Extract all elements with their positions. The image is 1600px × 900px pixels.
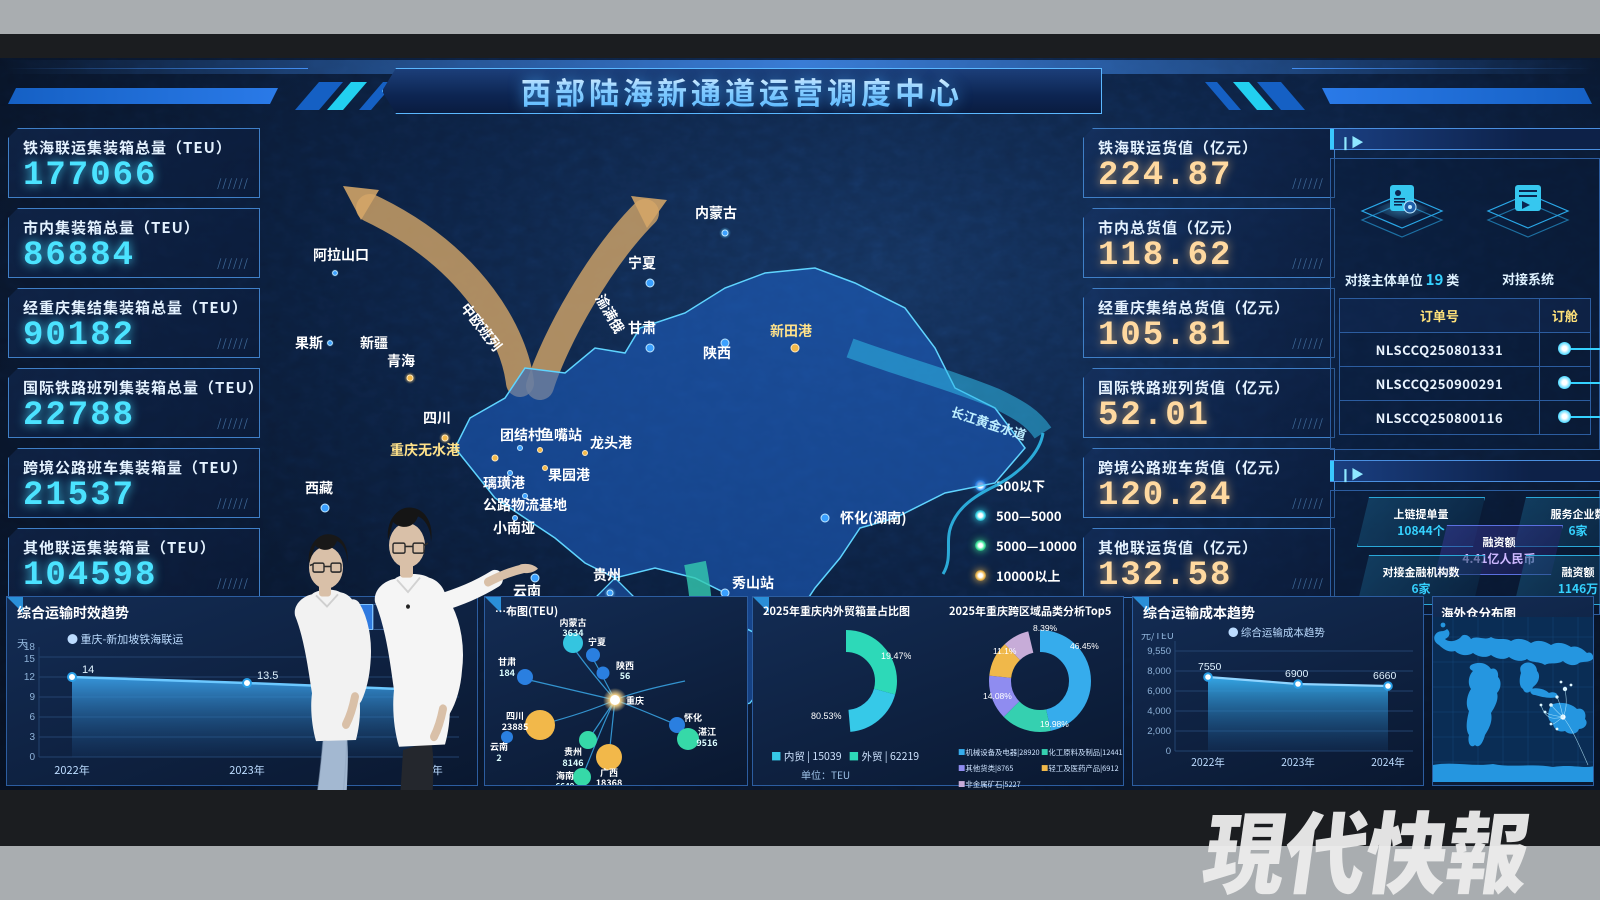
svg-text:14.08%: 14.08%: [983, 691, 1012, 701]
svg-text:2022年: 2022年: [54, 762, 89, 778]
svg-text:阿拉山口: 阿拉山口: [313, 245, 369, 265]
svg-text:怀化: 怀化: [684, 711, 702, 724]
svg-text:内蒙古: 内蒙古: [695, 203, 737, 223]
svg-text:2,000: 2,000: [1147, 726, 1171, 737]
svg-text:鱼嘴站: 鱼嘴站: [540, 425, 582, 445]
svg-text:元/TEU: 元/TEU: [1141, 633, 1174, 642]
svg-text:6660: 6660: [1373, 670, 1397, 682]
svg-text:秀山站: 秀山站: [732, 573, 774, 593]
svg-text:2023年: 2023年: [1281, 755, 1315, 770]
svg-text:0: 0: [1166, 746, 1171, 757]
svg-text:9,550: 9,550: [1147, 646, 1171, 657]
svg-text:6900: 6900: [1285, 668, 1309, 680]
svg-text:新疆: 新疆: [360, 333, 388, 353]
svg-text:青海: 青海: [387, 351, 415, 371]
svg-text:8.39%: 8.39%: [1033, 623, 1058, 633]
svg-text:7550: 7550: [1198, 661, 1222, 673]
svg-text:19.98%: 19.98%: [1040, 719, 1069, 729]
svg-text:怀化(湖南): 怀化(湖南): [840, 508, 907, 528]
svg-text:甘肃: 甘肃: [628, 318, 656, 338]
svg-text:渝满俄: 渝满俄: [591, 291, 629, 337]
svg-text:3: 3: [29, 732, 35, 743]
svg-text:80.53%: 80.53%: [811, 711, 842, 721]
svg-text:陕西: 陕西: [703, 343, 731, 363]
svg-text:团结村: 团结村: [500, 425, 542, 445]
svg-text:宁夏: 宁夏: [628, 253, 656, 273]
svg-text:6,000: 6,000: [1147, 686, 1171, 697]
svg-text:0: 0: [29, 752, 35, 763]
svg-text:霍尔果斯: 霍尔果斯: [295, 333, 323, 353]
svg-text:46.45%: 46.45%: [1070, 641, 1099, 651]
svg-text:2022年: 2022年: [1191, 755, 1225, 770]
svg-text:4,000: 4,000: [1147, 706, 1171, 717]
svg-text:2024年: 2024年: [1371, 755, 1405, 770]
svg-text:新田港: 新田港: [770, 321, 812, 341]
svg-text:9516: 9516: [696, 736, 717, 749]
svg-text:天: 天: [17, 639, 28, 651]
svg-text:四川: 四川: [423, 408, 451, 428]
svg-text:8,000: 8,000: [1147, 666, 1171, 677]
svg-text:11.1%: 11.1%: [993, 646, 1017, 656]
svg-text:14: 14: [82, 664, 94, 676]
svg-text:12: 12: [24, 672, 36, 683]
svg-text:15: 15: [24, 654, 36, 665]
svg-text:6: 6: [29, 712, 35, 723]
svg-text:9: 9: [29, 692, 35, 703]
svg-text:19.47%: 19.47%: [881, 651, 911, 661]
